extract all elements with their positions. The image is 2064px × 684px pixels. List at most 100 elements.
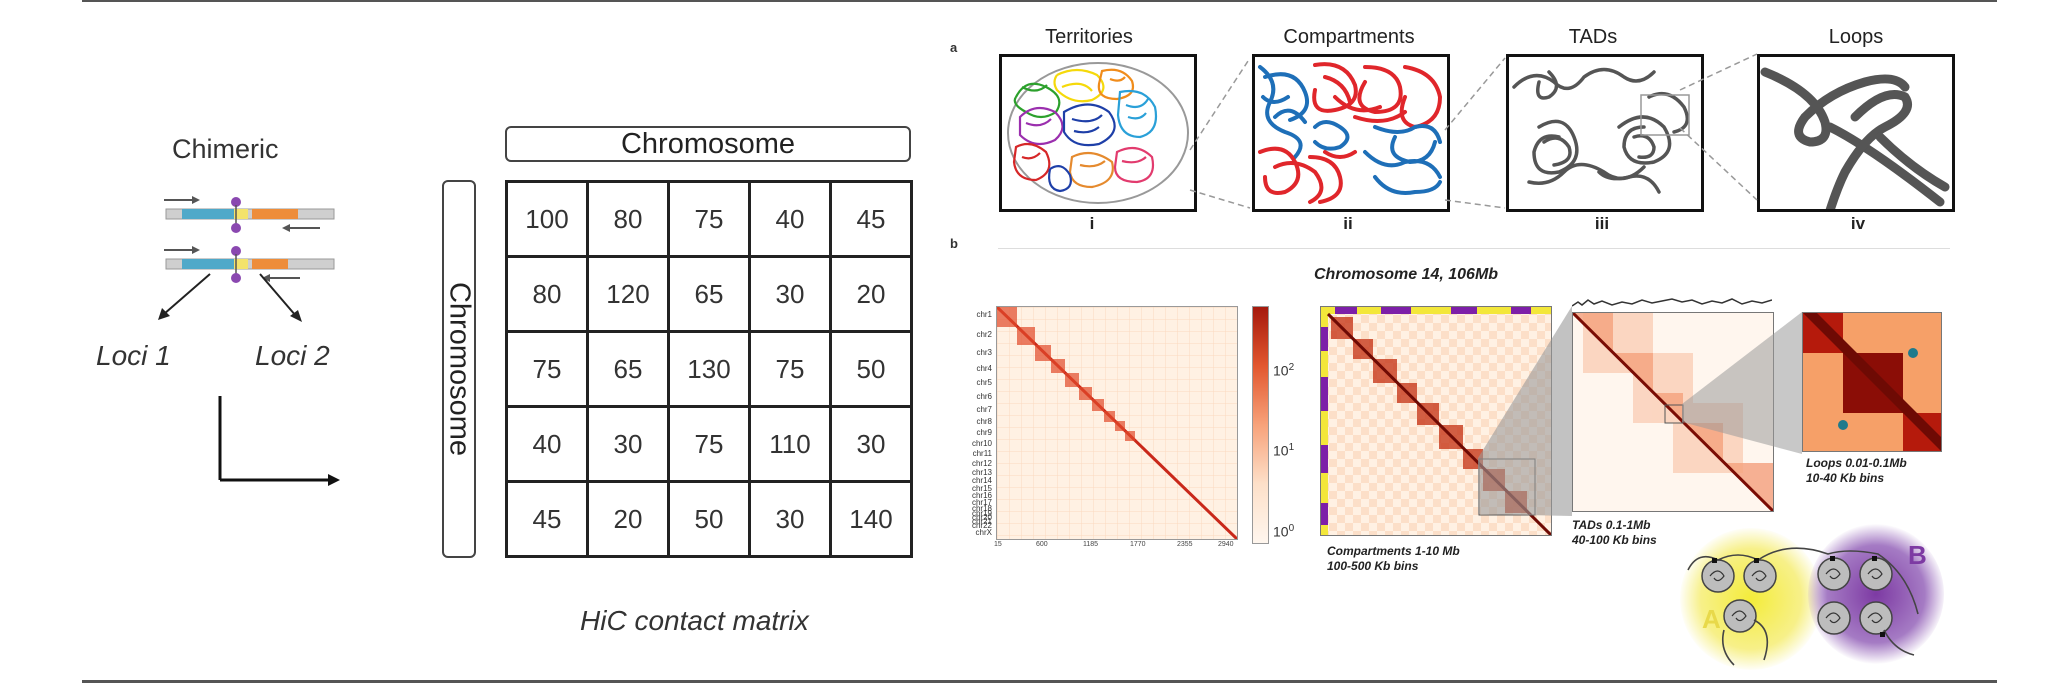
matrix-cell: 40: [748, 180, 832, 258]
colorbar-bot-base: 10: [1273, 523, 1289, 540]
chr-label: chr14: [971, 476, 992, 485]
territories-box: [999, 54, 1197, 212]
matrix-cell: 20: [586, 480, 670, 558]
matrix-cell: 75: [667, 180, 751, 258]
chr-label: chr3: [976, 348, 992, 357]
compartments-annotation: Compartments 1-10 Mb 100-500 Kb bins: [1327, 544, 1460, 574]
chr-label: chr21: [971, 517, 992, 526]
chr-label: chr22: [971, 521, 992, 530]
matrix-cell: 100: [505, 180, 589, 258]
chr-label: chr1: [976, 310, 992, 319]
loops-annotation: Loops 0.01-0.1Mb 10-40 Kb bins: [1806, 456, 1907, 486]
loops-illustration: [1760, 67, 1950, 209]
loops-bins-label: 10-40 Kb bins: [1806, 471, 1885, 485]
panel-separator: [998, 248, 1950, 249]
compartments-box: [1252, 54, 1450, 212]
tads-illustration: [1512, 67, 1690, 194]
matrix-cell: 50: [667, 480, 751, 558]
bottom-border-line: [82, 680, 1997, 683]
chimeric-reads-diagram: [158, 196, 335, 322]
hic-contact-matrix: 100 80 75 40 45 80 120 65 30 20 75 65 13…: [505, 180, 913, 558]
tads-box: [1506, 54, 1704, 212]
loops-size-label: Loops 0.01-0.1Mb: [1806, 456, 1907, 470]
x-tick: 2355: [1177, 541, 1193, 548]
territories-illustration: [1007, 62, 1189, 204]
genome-x-ticks: 15 600 1185 1770 2355 2940: [992, 541, 1242, 553]
compartment-a-label: A: [1702, 604, 1721, 634]
x-tick: 1770: [1130, 541, 1146, 548]
chr-label: chr12: [971, 459, 992, 468]
chr-label: chr15: [971, 484, 992, 493]
zoom-wedge-2: [1682, 312, 1802, 454]
matrix-cell: 75: [748, 330, 832, 408]
matrix-cell: 110: [748, 405, 832, 483]
chr-label: chr19: [971, 509, 992, 518]
matrix-cell: 140: [829, 480, 913, 558]
matrix-cell: 30: [748, 480, 832, 558]
colorbar-top-base: 10: [1273, 362, 1289, 379]
zoom-connectors-a: [1189, 53, 1758, 209]
chr-label: chr17: [971, 498, 992, 507]
matrix-row: 75 65 130 75 50: [505, 330, 913, 408]
roman-iii: iii: [1594, 214, 1610, 233]
roman-i: i: [1089, 214, 1095, 233]
loops-heatmap: [1802, 312, 1942, 452]
chr-label: chr18: [971, 504, 992, 513]
chr-label: chr8: [976, 417, 992, 426]
tads-signal-track: [1572, 298, 1772, 307]
compartments-title: Compartments: [1283, 26, 1415, 48]
matrix-cell: 75: [667, 405, 751, 483]
x-tick: 15: [994, 541, 1002, 548]
corner-arrow: [218, 396, 340, 486]
territories-title: Territories: [1045, 26, 1133, 48]
colorbar-label-bottom: 100: [1273, 523, 1294, 540]
loops-heatmap-svg: [1803, 313, 1941, 451]
genome-heatmap-svg: [997, 307, 1237, 539]
chr-label: chr4: [976, 364, 992, 373]
matrix-row: 45 20 50 30 140: [505, 480, 913, 558]
matrix-cell: 65: [586, 330, 670, 408]
top-border-line: [82, 0, 1997, 2]
chr-label: chr9: [976, 428, 992, 437]
matrix-cell: 45: [829, 180, 913, 258]
x-tick: 1185: [1083, 541, 1099, 548]
tads-title: TADs: [1568, 26, 1618, 48]
x-tick: 600: [1036, 541, 1048, 548]
matrix-cell: 50: [829, 330, 913, 408]
matrix-cell: 80: [586, 180, 670, 258]
panel-a-letter: a: [950, 40, 958, 55]
matrix-row: 80 120 65 30 20: [505, 255, 913, 333]
chr-label: chr20: [971, 513, 992, 522]
matrix-row: 100 80 75 40 45: [505, 180, 913, 258]
matrix-cell: 120: [586, 255, 670, 333]
tads-size-label: TADs 0.1-1Mb: [1572, 518, 1651, 532]
tads-annotation: TADs 0.1-1Mb 40-100 Kb bins: [1572, 518, 1657, 548]
chimeric-title: Chimeric: [172, 134, 279, 164]
compartment-b-glow: [1808, 524, 1944, 664]
chr-label: chr6: [976, 392, 992, 401]
roman-ii: ii: [1343, 214, 1353, 233]
colorbar-top-exp: 2: [1288, 362, 1295, 373]
colorbar: [1252, 306, 1269, 544]
chr-label: chr13: [971, 468, 992, 477]
matrix-cell: 30: [748, 255, 832, 333]
chr-label: chr7: [976, 405, 992, 414]
compartments-bins-label: 100-500 Kb bins: [1327, 559, 1419, 573]
compartment-a-glow: [1680, 528, 1822, 670]
zoom-wedge-1: [1478, 306, 1572, 516]
matrix-cell: 40: [505, 405, 589, 483]
genome-heatmap: [996, 306, 1238, 540]
compartments-illustration: [1258, 62, 1443, 204]
matrix-cell: 65: [667, 255, 751, 333]
chromosome-side-label: Chromosome: [442, 180, 476, 558]
colorbar-mid-base: 10: [1273, 442, 1289, 459]
chr-label: chr11: [972, 449, 992, 458]
matrix-cell: 30: [586, 405, 670, 483]
colorbar-label-top: 102: [1273, 362, 1294, 379]
x-tick: 2940: [1218, 541, 1234, 548]
matrix-caption: HiC contact matrix: [580, 605, 809, 636]
loops-box: [1757, 54, 1955, 212]
matrix-cell: 75: [505, 330, 589, 408]
chr-label: chr5: [976, 378, 992, 387]
colorbar-bot-exp: 0: [1288, 523, 1295, 534]
